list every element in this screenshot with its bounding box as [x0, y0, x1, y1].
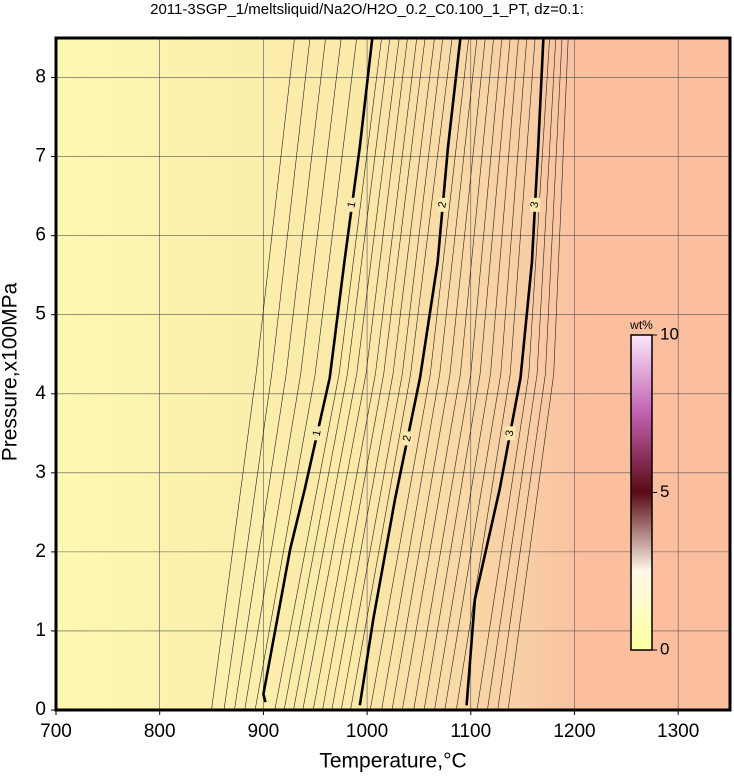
minor-contour [254, 37, 357, 711]
contour-label: 3 [504, 429, 517, 437]
x-tick-label: 700 [40, 721, 72, 742]
minor-contour [476, 37, 550, 711]
minor-contour [274, 37, 382, 711]
contour-line [358, 37, 462, 706]
minor-contour [434, 37, 519, 711]
contour-label: 2 [436, 201, 449, 209]
minor-contour [244, 37, 342, 711]
minor-contour [234, 37, 326, 711]
x-tick-label: 900 [248, 721, 280, 742]
contour-label: 1 [345, 201, 358, 209]
minor-contour [340, 37, 444, 711]
minor-contour [369, 37, 469, 711]
minor-contour [413, 37, 503, 711]
y-tick-label: 7 [35, 146, 46, 167]
minor-contour [487, 37, 557, 711]
minor-contour [283, 37, 391, 711]
x-tick-label: 1100 [450, 721, 491, 742]
contour-label: 3 [528, 201, 541, 209]
minor-contour [381, 37, 478, 711]
minor-contour [322, 37, 426, 711]
contour-label-bg [437, 197, 448, 212]
x-tick-label: 1000 [346, 721, 388, 742]
y-tick-label: 5 [35, 304, 46, 325]
minor-contour [223, 37, 311, 711]
contour-label-bg [347, 197, 358, 212]
minor-contour [350, 37, 453, 711]
plot-frame [54, 36, 732, 712]
y-tick-label: 8 [35, 67, 46, 88]
colorbar-fill [630, 334, 653, 651]
minor-contour [211, 37, 295, 711]
minor-contour [391, 37, 486, 711]
contour-label-bg [530, 197, 541, 212]
y-tick-label: 1 [35, 620, 46, 641]
minor-contour [293, 37, 400, 711]
contour-label-bg [312, 426, 323, 441]
minor-contour [302, 37, 408, 711]
minor-contour [507, 37, 569, 711]
minor-contour [497, 37, 563, 711]
y-tick-label: 3 [35, 462, 46, 483]
colorbar-tick-label: 10 [660, 324, 679, 343]
contour-label: 2 [401, 434, 414, 442]
chart-title: 2011-3SGP_1/meltsliquid/Na2O/H2O_0.2_C0.… [150, 1, 584, 18]
y-tick-label: 0 [35, 699, 46, 720]
minor-contour [402, 37, 494, 711]
x-tick-label: 800 [144, 721, 176, 742]
colorbar: 0 5 10 wt% [629, 318, 679, 658]
y-tick-label: 4 [35, 383, 46, 404]
colorbar-tick-label: 5 [660, 482, 669, 501]
x-axis-label: Temperature,°C [319, 750, 466, 773]
x-tick-label: 1300 [657, 721, 699, 742]
contour-line [465, 37, 545, 706]
colorbar-label: wt% [629, 318, 653, 332]
y-tick-label: 6 [35, 225, 46, 246]
major-contours: 1 1 2 2 3 3 [262, 37, 545, 706]
y-axis-label: Pressure,x100MPa [0, 282, 22, 461]
contour-label-bg [505, 426, 516, 441]
x-tick-label: 1200 [553, 721, 595, 742]
contour-label: 1 [311, 429, 324, 437]
contour-label-bg [402, 431, 413, 446]
minor-contours [211, 37, 569, 711]
y-tick-label: 2 [35, 541, 46, 562]
minor-contour [423, 37, 511, 711]
colorbar-tick-label: 0 [660, 639, 669, 658]
minor-contour [312, 37, 418, 711]
minor-contour [444, 37, 528, 711]
minor-contour [331, 37, 435, 711]
